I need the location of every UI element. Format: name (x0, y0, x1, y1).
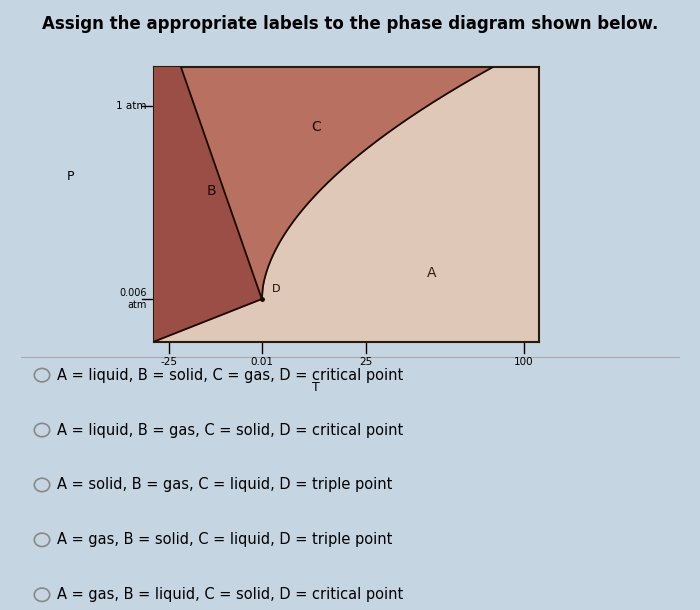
Text: A = solid, B = gas, C = liquid, D = triple point: A = solid, B = gas, C = liquid, D = trip… (57, 478, 393, 492)
Polygon shape (154, 67, 539, 299)
Text: 1 atm: 1 atm (116, 101, 147, 110)
Text: D: D (272, 284, 280, 295)
Text: Assign the appropriate labels to the phase diagram shown below.: Assign the appropriate labels to the pha… (42, 15, 658, 34)
Text: A: A (426, 266, 436, 280)
Text: A = gas, B = solid, C = liquid, D = triple point: A = gas, B = solid, C = liquid, D = trip… (57, 533, 393, 547)
Text: 100: 100 (514, 357, 533, 367)
Text: T: T (312, 381, 320, 394)
Text: C: C (311, 121, 321, 134)
Text: P: P (66, 170, 74, 184)
Text: -25: -25 (161, 357, 178, 367)
Text: 0.006
atm: 0.006 atm (120, 289, 147, 310)
Text: 25: 25 (359, 357, 372, 367)
Text: A = gas, B = liquid, C = solid, D = critical point: A = gas, B = liquid, C = solid, D = crit… (57, 587, 404, 602)
Text: B: B (207, 184, 216, 198)
Text: 0.01: 0.01 (251, 357, 273, 367)
Polygon shape (154, 67, 262, 342)
Text: A = liquid, B = solid, C = gas, D = critical point: A = liquid, B = solid, C = gas, D = crit… (57, 368, 404, 382)
Polygon shape (154, 67, 539, 342)
Text: A = liquid, B = gas, C = solid, D = critical point: A = liquid, B = gas, C = solid, D = crit… (57, 423, 404, 437)
